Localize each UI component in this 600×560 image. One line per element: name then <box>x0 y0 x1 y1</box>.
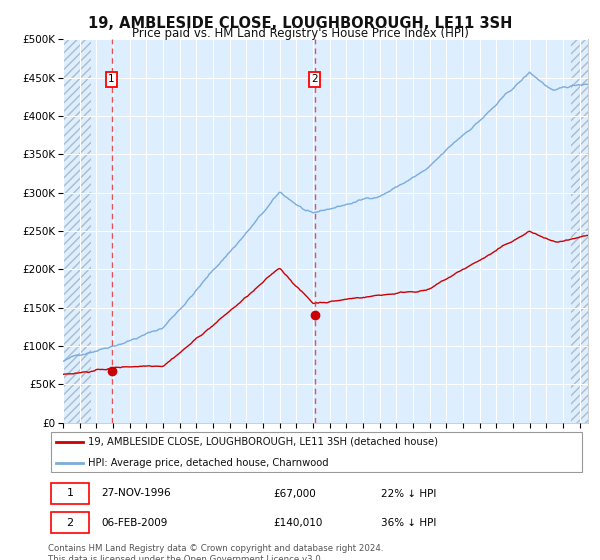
Bar <box>571 39 588 423</box>
Text: 1: 1 <box>108 74 115 85</box>
Text: 06-FEB-2009: 06-FEB-2009 <box>102 518 168 528</box>
Text: 2: 2 <box>67 518 74 528</box>
FancyBboxPatch shape <box>50 432 583 473</box>
Text: £67,000: £67,000 <box>274 488 316 498</box>
FancyBboxPatch shape <box>50 512 89 534</box>
Text: HPI: Average price, detached house, Charnwood: HPI: Average price, detached house, Char… <box>88 458 329 468</box>
Text: 2: 2 <box>311 74 318 85</box>
Text: 19, AMBLESIDE CLOSE, LOUGHBOROUGH, LE11 3SH: 19, AMBLESIDE CLOSE, LOUGHBOROUGH, LE11 … <box>88 16 512 31</box>
Text: 22% ↓ HPI: 22% ↓ HPI <box>381 488 436 498</box>
Text: Contains HM Land Registry data © Crown copyright and database right 2024.
This d: Contains HM Land Registry data © Crown c… <box>48 544 383 560</box>
Text: 36% ↓ HPI: 36% ↓ HPI <box>381 518 436 528</box>
Text: Price paid vs. HM Land Registry's House Price Index (HPI): Price paid vs. HM Land Registry's House … <box>131 27 469 40</box>
Text: 1: 1 <box>67 488 74 498</box>
Text: £140,010: £140,010 <box>274 518 323 528</box>
Text: 19, AMBLESIDE CLOSE, LOUGHBOROUGH, LE11 3SH (detached house): 19, AMBLESIDE CLOSE, LOUGHBOROUGH, LE11 … <box>88 437 438 447</box>
Text: 27-NOV-1996: 27-NOV-1996 <box>102 488 172 498</box>
Bar <box>63 39 91 423</box>
FancyBboxPatch shape <box>50 483 89 504</box>
